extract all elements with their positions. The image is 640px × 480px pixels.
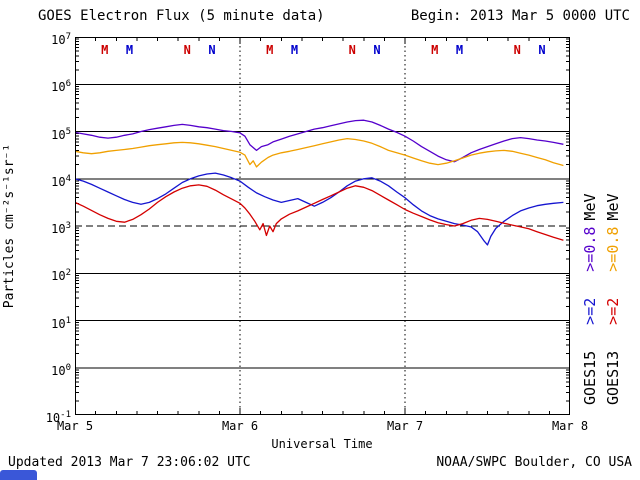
satellite-marker-m: M — [291, 43, 298, 57]
legend-segment: GOES15 — [581, 350, 599, 405]
y-tick-label: 100 — [51, 362, 71, 378]
series-goes15-0-8-mev — [75, 119, 564, 163]
taskbar-corner-artifact — [0, 470, 37, 480]
y-tick-label: 105 — [51, 126, 71, 142]
y-tick-label: 102 — [51, 268, 71, 284]
satellite-marker-n: N — [538, 43, 545, 57]
satellite-marker-n: N — [514, 43, 521, 57]
satellite-marker-n: N — [373, 43, 380, 57]
legend-segment: MeV — [604, 193, 622, 221]
x-tick-label: Mar 7 — [386, 419, 424, 433]
satellite-marker-m: M — [431, 43, 438, 57]
satellite-marker-n: N — [184, 43, 191, 57]
y-tick-label: 103 — [51, 221, 71, 236]
y-tick-label: 107 — [51, 32, 71, 47]
y-tick-label: 104 — [51, 173, 71, 189]
y-axis-tick-labels: 107 106 105 104 103 102 101 100 10-1 — [0, 0, 71, 480]
page-title: GOES Electron Flux (5 minute data) — [38, 8, 325, 24]
series-goes15-2-mev — [75, 172, 564, 246]
updated-timestamp: Updated 2013 Mar 7 23:06:02 UTC — [8, 455, 251, 470]
begin-timestamp: Begin: 2013 Mar 5 0000 UTC — [410, 8, 630, 24]
series-goes13-0-8-mev — [75, 137, 564, 168]
y-tick-label: 10-1 — [45, 410, 71, 425]
x-axis-title: Universal Time — [271, 437, 373, 451]
legend-segment: >=0.8 — [581, 226, 599, 272]
x-tick-label: Mar 5 — [56, 419, 94, 433]
y-tick-label: 101 — [51, 315, 71, 331]
legend-segment: MeV — [581, 193, 599, 221]
legend-goes15-text: GOES15 >=2 >=0.8 MeV — [580, 37, 600, 415]
x-tick-label: Mar 6 — [221, 419, 259, 433]
credit-text: NOAA/SWPC Boulder, CO USA — [436, 455, 632, 470]
satellite-marker-m: M — [456, 43, 463, 57]
satellite-marker-m: M — [126, 43, 133, 57]
series-goes13-2-mev — [75, 184, 564, 241]
legend-goes13: GOES13 >=2 >=0.8 MeV — [603, 37, 623, 415]
legend-segment: >=2 — [581, 297, 599, 325]
legend-goes13-text: GOES13 >=2 >=0.8 MeV — [603, 37, 623, 415]
y-tick-label: 106 — [51, 79, 71, 95]
legend-segment: GOES13 — [604, 350, 622, 405]
satellite-marker-m: M — [101, 43, 108, 57]
satellite-marker-n: N — [349, 43, 356, 57]
legend-goes15: GOES15 >=2 >=0.8 MeV — [580, 37, 600, 415]
satellite-marker-m: M — [266, 43, 273, 57]
x-tick-label: Mar 8 — [551, 419, 589, 433]
satellite-marker-n: N — [208, 43, 215, 57]
legend-segment: >=2 — [604, 297, 622, 325]
legend-segment: >=0.8 — [604, 226, 622, 272]
